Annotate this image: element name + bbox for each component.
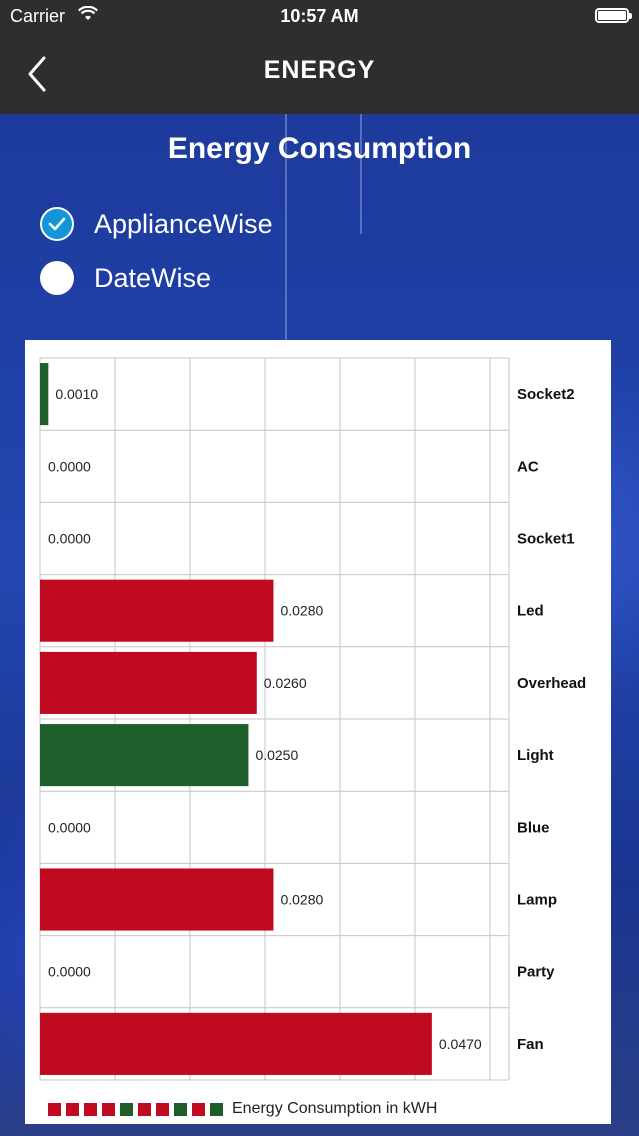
- legend-swatch: [84, 1102, 97, 1116]
- chart-legend: Energy Consumption in kWH: [48, 1100, 437, 1118]
- value-label: 0.0000: [48, 458, 91, 474]
- bar-chart: 0.0010 Socket2 0.0000 AC 0.0000 Socket1 0.0280…: [39, 357, 586, 1081]
- value-label: 0.0260: [264, 675, 307, 691]
- chevron-left-icon: [28, 56, 46, 92]
- category-label: Socket1: [517, 531, 575, 548]
- bar-lamp: [40, 868, 274, 931]
- bar-led: [40, 579, 274, 642]
- category-label: Fan: [517, 1036, 544, 1053]
- checkmark-icon[interactable]: [40, 207, 74, 241]
- legend-swatch: [156, 1102, 169, 1116]
- bar-overhead: [40, 651, 257, 714]
- category-label: Lamp: [517, 892, 557, 909]
- nav-title: ENERGY: [263, 56, 376, 84]
- wifi-icon: [78, 5, 98, 27]
- status-bar: Carrier 10:57 AM: [0, 0, 639, 34]
- legend-swatch: [210, 1102, 223, 1116]
- legend-swatch: [48, 1102, 61, 1116]
- category-label: AC: [517, 458, 539, 475]
- bar-fan: [40, 1012, 432, 1075]
- value-label: 0.0000: [48, 964, 91, 980]
- bar-light: [40, 724, 249, 787]
- navigation-bar: ENERGY: [0, 34, 639, 114]
- category-label: Led: [517, 603, 544, 620]
- value-label: 0.0280: [280, 603, 323, 619]
- legend-label: Energy Consumption in kWH: [232, 1100, 438, 1117]
- status-time: 10:57 AM: [280, 6, 359, 26]
- legend-swatch: [192, 1102, 205, 1116]
- legend-swatch: [138, 1102, 151, 1116]
- category-label: Light: [517, 747, 554, 764]
- legend-swatch: [102, 1102, 115, 1116]
- value-label: 0.0010: [55, 386, 98, 402]
- option-datewise[interactable]: DateWise: [40, 260, 211, 296]
- legend-swatch: [174, 1102, 187, 1116]
- value-label: 0.0250: [255, 747, 298, 763]
- value-label: 0.0000: [48, 819, 91, 835]
- option-label-datewise: DateWise: [94, 262, 212, 293]
- value-label: 0.0000: [48, 531, 91, 547]
- category-label: Overhead: [517, 675, 586, 692]
- carrier-label: Carrier: [10, 6, 66, 26]
- legend-swatch: [66, 1102, 79, 1116]
- battery-icon: [595, 8, 632, 23]
- category-label: Blue: [517, 819, 550, 836]
- option-appliancewise[interactable]: ApplianceWise: [40, 206, 273, 242]
- category-label: Socket2: [517, 386, 575, 403]
- bar-socket2: [40, 363, 49, 426]
- page-title: Energy Consumption: [167, 132, 472, 165]
- legend-swatch: [120, 1102, 133, 1116]
- option-label-appliancewise: ApplianceWise: [94, 208, 273, 239]
- radio-unchecked-icon[interactable]: [40, 261, 74, 295]
- category-label: Party: [517, 964, 555, 981]
- chart-card: 0.0010 Socket2 0.0000 AC 0.0000 Socket1 0.0280…: [25, 340, 611, 1124]
- value-label: 0.0470: [439, 1036, 482, 1052]
- back-button[interactable]: [22, 54, 58, 94]
- value-label: 0.0280: [280, 892, 323, 908]
- legend-swatches: [48, 1102, 228, 1116]
